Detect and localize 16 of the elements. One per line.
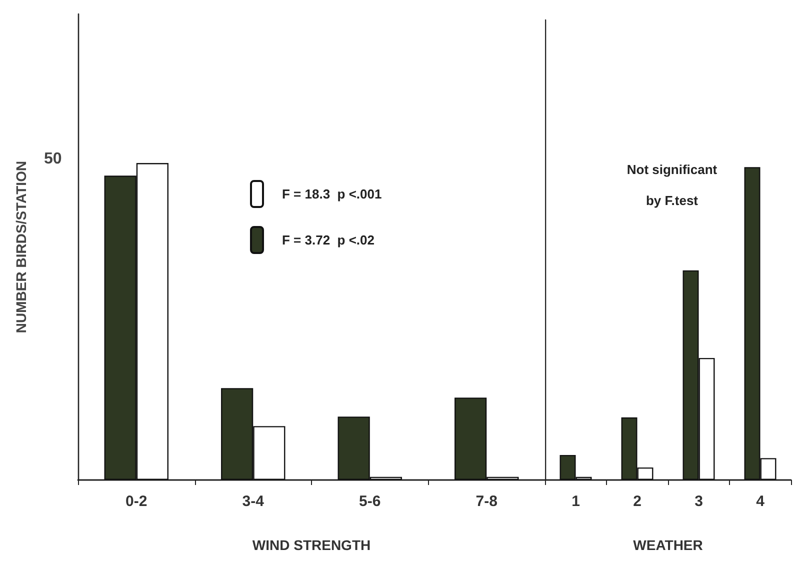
x-tick-label: 0-2 xyxy=(126,493,148,510)
x-tick-label: 2 xyxy=(633,493,642,510)
text: 50 xyxy=(44,150,62,168)
x-tick-label: 5-6 xyxy=(359,493,381,510)
x-tick-label: 4 xyxy=(756,493,766,510)
x-tick-label: 7-8 xyxy=(476,493,498,510)
x-axis-title: WIND STRENGTH xyxy=(252,537,371,553)
x-tick-label: 3-4 xyxy=(242,493,265,510)
legend-label: F = 18.3 p <.001 xyxy=(282,186,382,202)
x-axis-title: WEATHER xyxy=(633,537,703,553)
x-tick-label: 1 xyxy=(572,493,580,510)
annotation: by F.test xyxy=(646,193,699,208)
legend-label: F = 3.72 p <.02 xyxy=(282,232,374,248)
x-tick-label: 3 xyxy=(694,493,703,510)
annotation: Not significant xyxy=(626,162,718,177)
y-axis-title: NUMBER BIRDS/STATION xyxy=(13,160,29,334)
